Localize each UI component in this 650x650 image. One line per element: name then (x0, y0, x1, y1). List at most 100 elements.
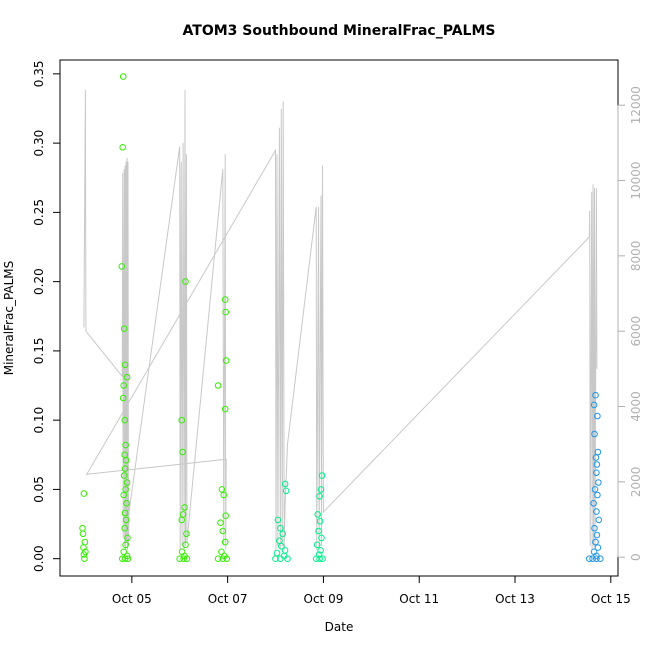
y-axis-label: MineralFrac_PALMS (2, 261, 16, 376)
data-point (589, 555, 596, 563)
data-point (219, 527, 227, 535)
data-point (594, 544, 602, 551)
data-point (180, 555, 187, 563)
data-point (221, 538, 229, 546)
x-tick-label: Oct 15 (591, 592, 631, 606)
data-point (217, 519, 224, 527)
data-point (183, 555, 191, 563)
x-axis: Oct 05 Oct 07 Oct 09 Oct 11 Oct 13 Oct 15 (112, 575, 631, 606)
data-point (284, 555, 291, 563)
data-point (590, 401, 598, 409)
data-point (315, 527, 322, 535)
data-point (593, 508, 600, 515)
data-point (586, 555, 593, 563)
data-point (79, 524, 86, 532)
y2-tick-label: 0 (629, 553, 643, 561)
data-point (317, 547, 324, 554)
y-tick-label: 0.05 (32, 476, 46, 503)
data-point (121, 524, 128, 532)
data-point (591, 486, 599, 493)
data-point (183, 530, 190, 538)
data-point (81, 538, 89, 546)
y2-tick-label: 6000 (629, 316, 643, 347)
data-point (176, 555, 183, 563)
data-point (123, 500, 130, 507)
data-point (314, 511, 322, 518)
data-point (181, 504, 188, 511)
data-point (276, 537, 283, 545)
x-tick-label: Oct 05 (112, 592, 152, 606)
x-tick-label: Oct 11 (399, 592, 439, 606)
data-point (592, 391, 599, 399)
y2-tick-label: 4000 (629, 391, 643, 422)
data-point (222, 308, 229, 316)
data-point (179, 448, 186, 456)
data-point (121, 509, 129, 517)
x-tick-label: Oct 07 (208, 592, 248, 606)
data-point (178, 416, 185, 424)
y2-tick-label: 2000 (629, 467, 643, 498)
data-point (122, 457, 130, 464)
data-point (591, 524, 598, 532)
data-point (593, 555, 600, 563)
data-point (219, 555, 227, 563)
data-point (120, 472, 128, 479)
y-tick-label: 0.30 (32, 130, 46, 157)
data-point (318, 472, 326, 479)
data-point (124, 534, 131, 542)
x-axis-label: Date (325, 620, 354, 634)
data-point (182, 541, 189, 549)
data-point (124, 555, 132, 563)
y-tick-label: 0.10 (32, 407, 46, 434)
data-point (317, 486, 325, 493)
data-point (595, 479, 602, 486)
data-point (594, 412, 601, 420)
data-point (119, 394, 127, 402)
y2-tick-label: 8000 (629, 241, 643, 272)
data-point (592, 538, 599, 546)
data-point (274, 516, 282, 524)
data-point (122, 541, 129, 549)
data-point (313, 541, 321, 549)
data-point (319, 555, 326, 563)
data-point (120, 382, 127, 389)
y-tick-label: 0.25 (32, 199, 46, 226)
data-point (121, 465, 129, 472)
data-point (281, 480, 289, 488)
data-point (221, 296, 229, 303)
data-point (221, 405, 229, 413)
plot-frame (59, 59, 619, 577)
data-point (593, 531, 601, 539)
data-point (119, 73, 127, 80)
data-point (592, 454, 600, 461)
data-point (121, 555, 129, 563)
data-point (120, 325, 128, 333)
data-point (123, 373, 131, 381)
data-point (214, 555, 222, 563)
data-point (119, 144, 126, 151)
data-point (122, 486, 129, 493)
chart-title: ATOM3 Southbound MineralFrac_PALMS (183, 23, 496, 39)
data-point (182, 278, 189, 285)
data-point (222, 512, 229, 520)
y2-tick-label: 12000 (629, 86, 643, 124)
y-tick-label: 0.15 (32, 338, 46, 365)
altitude-line-layer (83, 90, 598, 550)
data-point (316, 493, 323, 500)
data-point (593, 461, 601, 468)
data-point (218, 486, 226, 493)
data-point (214, 382, 222, 389)
altitude-line (83, 90, 598, 550)
data-point (279, 530, 287, 538)
y-axis-right: 0 2000 4000 6000 8000 10000 12000 (617, 86, 643, 561)
data-point (281, 547, 289, 554)
data-point (277, 524, 284, 532)
data-point (312, 555, 320, 563)
data-point (80, 544, 87, 551)
data-point (316, 518, 324, 525)
data-point (273, 549, 281, 557)
data-point (80, 490, 88, 497)
y-axis-left: 0.00 0.05 0.10 0.15 0.20 0.25 0.30 0.35 (32, 60, 61, 572)
data-point (597, 555, 604, 563)
